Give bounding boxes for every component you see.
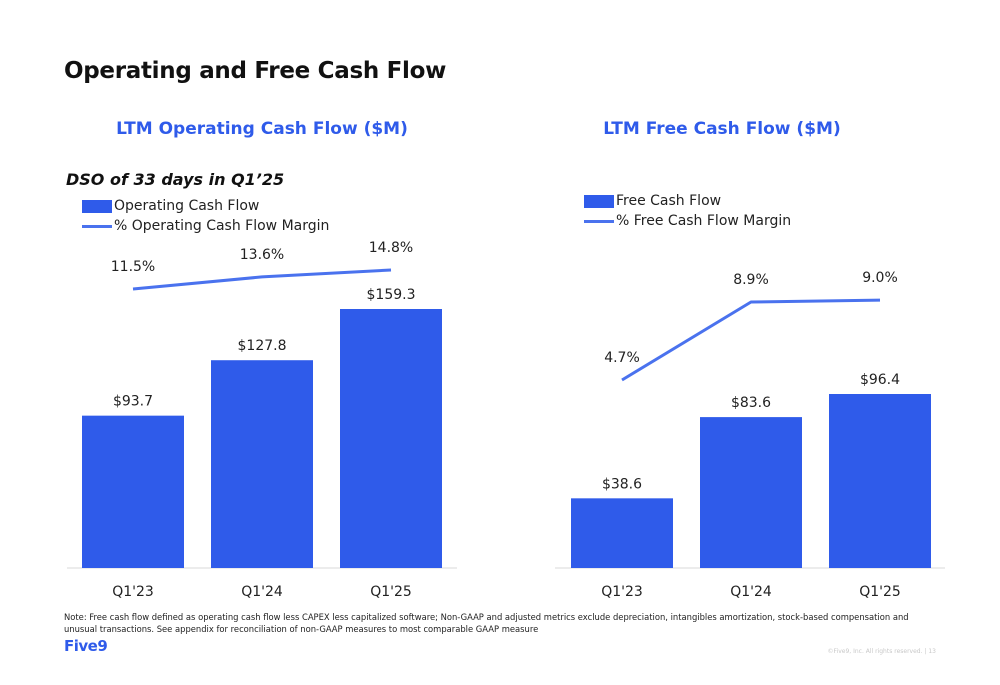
legend-line-swatch [584,219,614,223]
x-tick-label: Q1'25 [370,584,412,600]
margin-line [132,268,392,291]
legend-free: Free Cash Flow % Free Cash Flow Margin [584,191,791,231]
line-value-label: 9.0% [862,270,898,286]
legend-operating: Operating Cash Flow % Operating Cash Flo… [82,196,329,236]
legend-line-swatch [82,224,112,228]
line-value-label: 11.5% [111,259,155,275]
line-value-label: 4.7% [604,350,640,366]
bar [829,394,931,568]
legend-bar-swatch [584,194,614,208]
legend-label: % Operating Cash Flow Margin [114,218,330,234]
chart-title-operating: LTM Operating Cash Flow ($M) [116,119,408,139]
bar [211,360,313,568]
bar-value-label: $83.6 [731,395,771,411]
legend-bar-swatch [82,199,112,213]
bar-value-label: $93.7 [113,394,153,410]
dso-subtitle: DSO of 33 days in Q1’25 [66,170,285,189]
x-tick-label: Q1'23 [601,584,643,600]
bar [340,309,442,568]
chart-title-free: LTM Free Cash Flow ($M) [603,119,841,139]
legend-label: % Free Cash Flow Margin [616,213,792,229]
five9-logo: Five9 [64,637,108,655]
bar-value-label: $127.8 [238,338,287,354]
bar [82,415,184,568]
page-title: Operating and Free Cash Flow [64,58,447,84]
bar [700,417,802,568]
legend-item-operating-line: % Operating Cash Flow Margin [82,216,329,236]
footnote: Note: Free cash flow defined as operatin… [64,612,909,634]
x-tick-label: Q1'24 [730,584,772,600]
legend-label: Free Cash Flow [616,193,722,209]
bar-value-label: $159.3 [367,287,416,303]
x-tick-label: Q1'25 [859,584,901,600]
legend-item-free-line: % Free Cash Flow Margin [584,211,791,231]
line-value-label: 14.8% [369,240,413,256]
x-tick-label: Q1'23 [112,584,154,600]
bar [571,498,673,568]
bar-value-label: $96.4 [860,372,900,388]
bar-value-label: $38.6 [602,476,642,492]
line-value-label: 13.6% [240,247,284,263]
copyright: ©Five9, Inc. All rights reserved. | 13 [827,648,936,655]
margin-line [621,298,881,382]
legend-item-free-bar: Free Cash Flow [584,191,791,211]
legend-item-operating-bar: Operating Cash Flow [82,196,329,216]
legend-label: Operating Cash Flow [114,198,260,214]
line-value-label: 8.9% [733,272,769,288]
x-tick-label: Q1'24 [241,584,283,600]
